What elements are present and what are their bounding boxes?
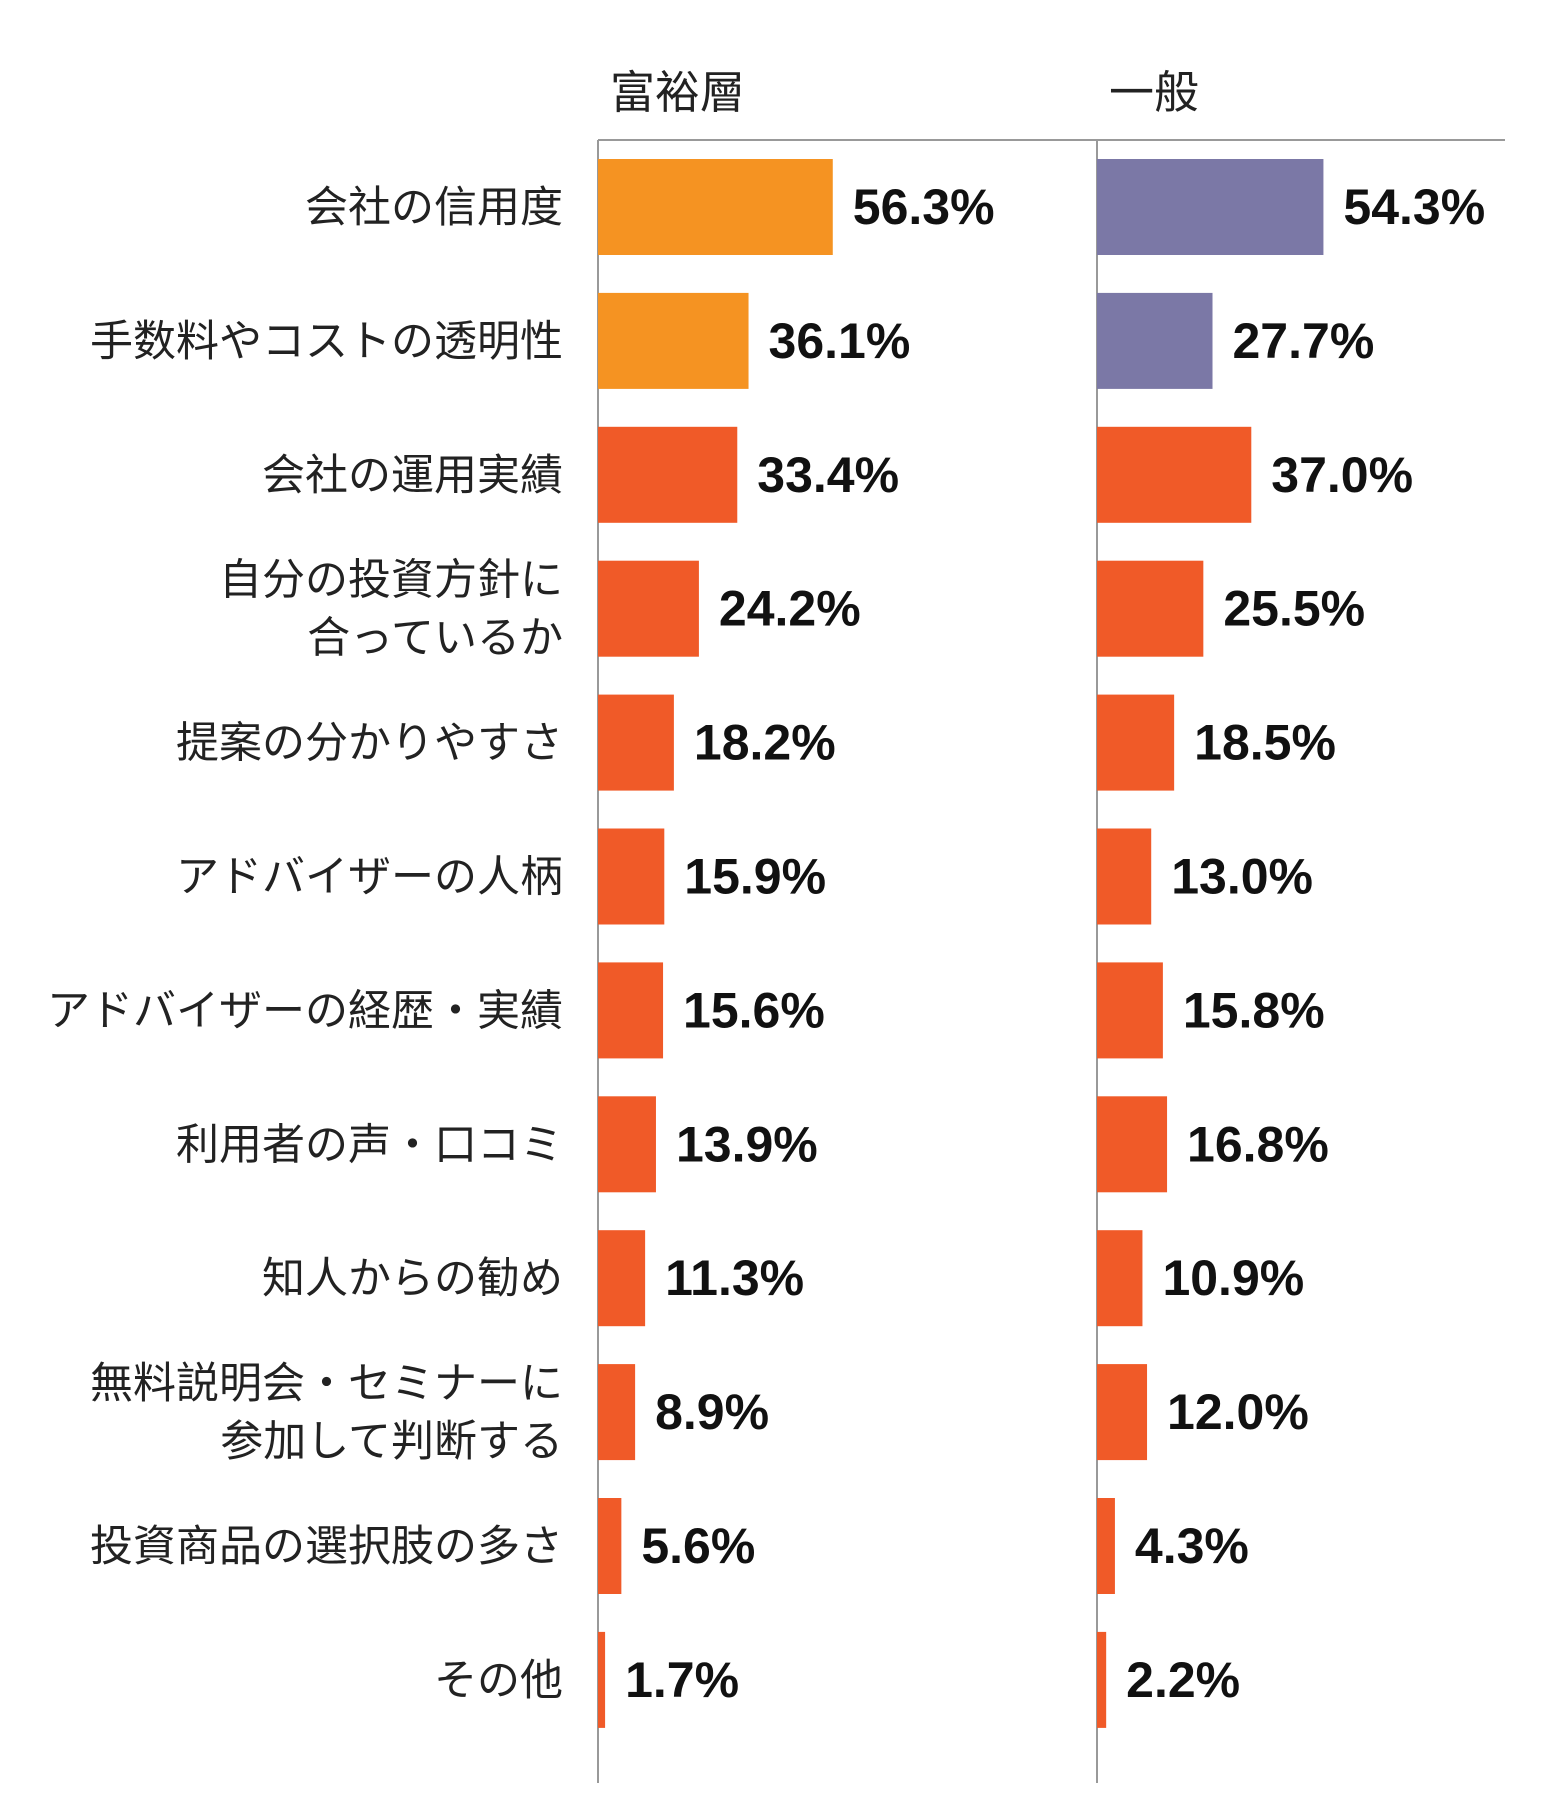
bar-富裕層-3 — [598, 426, 738, 523]
category-label-12: その他 — [434, 1657, 563, 1705]
bar-富裕層-10 — [598, 1364, 636, 1461]
bar-一般-10 — [1097, 1364, 1148, 1461]
value-label-富裕層-7: 15.6% — [683, 982, 825, 1038]
bar-一般-4 — [1097, 560, 1204, 657]
bar-富裕層-5 — [598, 694, 674, 791]
bar-富裕層-8 — [598, 1096, 656, 1193]
bar-一般-1 — [1097, 159, 1324, 255]
value-label-富裕層-11: 5.6% — [641, 1518, 755, 1574]
category-label-10-line-2: 参加して判断する — [220, 1418, 563, 1466]
category-label-4-line-2: 合っているか — [307, 615, 563, 663]
value-label-富裕層-12: 1.7% — [625, 1652, 739, 1708]
bar-富裕層-4 — [598, 560, 699, 657]
bar-一般-5 — [1097, 694, 1175, 791]
bar-一般-2 — [1097, 292, 1213, 389]
value-label-富裕層-10: 8.9% — [655, 1384, 769, 1440]
value-label-一般-6: 13.0% — [1171, 849, 1313, 905]
bar-一般-7 — [1097, 962, 1163, 1059]
bar-富裕層-12 — [598, 1631, 606, 1728]
category-label-1: 会社の信用度 — [305, 184, 563, 232]
bar-富裕層-11 — [598, 1498, 622, 1594]
category-label-6: アドバイザーの人柄 — [176, 854, 563, 902]
value-label-一般-12: 2.2% — [1126, 1652, 1240, 1708]
bar-富裕層-2 — [598, 292, 749, 389]
value-label-一般-8: 16.8% — [1187, 1116, 1329, 1172]
value-label-一般-11: 4.3% — [1135, 1518, 1249, 1574]
bar-一般-6 — [1097, 828, 1152, 925]
bar-富裕層-6 — [598, 828, 665, 925]
bar-一般-3 — [1097, 426, 1252, 523]
value-label-一般-5: 18.5% — [1194, 715, 1336, 771]
bar-一般-12 — [1097, 1631, 1107, 1728]
value-label-一般-3: 37.0% — [1271, 447, 1413, 503]
category-label-4-line-1: 自分の投資方針に — [219, 557, 563, 605]
bar-一般-8 — [1097, 1096, 1168, 1193]
value-label-富裕層-8: 13.9% — [676, 1116, 818, 1172]
bar-一般-9 — [1097, 1230, 1143, 1327]
bar-一般-11 — [1097, 1498, 1115, 1594]
category-label-9: 知人からの勧め — [262, 1255, 563, 1303]
category-label-5: 提案の分かりやすさ — [176, 720, 563, 768]
value-label-富裕層-3: 33.4% — [757, 447, 899, 503]
category-label-7: アドバイザーの経歴・実績 — [47, 987, 563, 1035]
value-label-富裕層-9: 11.3% — [665, 1250, 804, 1306]
value-label-一般-9: 10.9% — [1162, 1250, 1304, 1306]
category-label-2: 手数料やコストの透明性 — [90, 318, 563, 366]
panel-title-1: 富裕層 — [610, 67, 745, 118]
panel-title-2: 一般 — [1109, 67, 1199, 118]
bar-富裕層-7 — [598, 962, 664, 1059]
value-label-一般-2: 27.7% — [1233, 313, 1375, 369]
value-label-一般-7: 15.8% — [1183, 982, 1325, 1038]
value-label-一般-4: 25.5% — [1223, 581, 1365, 637]
value-label-富裕層-5: 18.2% — [694, 715, 836, 771]
bar-富裕層-1 — [598, 159, 833, 255]
value-label-一般-10: 12.0% — [1167, 1384, 1309, 1440]
bar-富裕層-9 — [598, 1230, 646, 1327]
category-label-10-line-1: 無料説明会・セミナーに — [90, 1360, 563, 1408]
value-label-一般-1: 54.3% — [1343, 179, 1485, 235]
value-label-富裕層-4: 24.2% — [719, 581, 861, 637]
value-label-富裕層-1: 56.3% — [853, 179, 995, 235]
value-label-富裕層-6: 15.9% — [684, 849, 826, 905]
category-label-11: 投資商品の選択肢の多さ — [90, 1523, 563, 1571]
category-label-8: 利用者の声・口コミ — [176, 1121, 563, 1169]
value-label-富裕層-2: 36.1% — [769, 313, 911, 369]
category-label-3: 会社の運用実績 — [262, 452, 563, 500]
